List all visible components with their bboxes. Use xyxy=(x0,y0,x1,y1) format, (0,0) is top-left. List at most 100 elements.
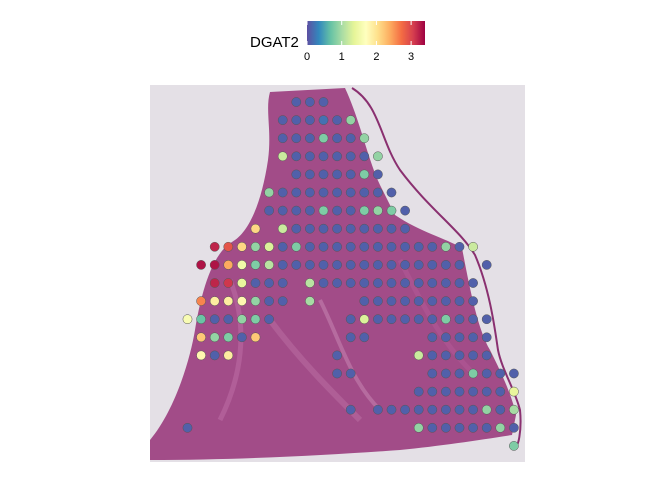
expression-spot xyxy=(373,151,383,162)
legend-tick-label: 0 xyxy=(303,51,311,63)
tissue-streak xyxy=(318,299,382,412)
legend-title: DGAT2 xyxy=(250,34,299,51)
expression-spot xyxy=(413,404,424,415)
expression-spot xyxy=(277,151,288,162)
expression-spot xyxy=(468,350,478,361)
expression-spot xyxy=(250,223,261,234)
expression-spot xyxy=(359,169,370,180)
expression-spot xyxy=(291,187,302,198)
expression-spot xyxy=(277,223,288,234)
expression-spot xyxy=(386,296,397,306)
expression-spot xyxy=(400,260,410,270)
expression-spot xyxy=(509,368,519,379)
expression-spot xyxy=(495,368,506,379)
expression-spot xyxy=(400,223,410,234)
expression-spot xyxy=(427,332,438,343)
expression-spot xyxy=(277,241,288,252)
expression-spot xyxy=(332,241,342,252)
expression-spot xyxy=(441,332,451,343)
expression-spot xyxy=(373,205,383,216)
expression-spot xyxy=(291,115,302,125)
expression-spot xyxy=(345,260,356,270)
expression-spot xyxy=(427,314,438,325)
expression-spot xyxy=(223,314,234,325)
expression-spot xyxy=(318,115,329,125)
expression-spot xyxy=(196,332,206,343)
expression-spot xyxy=(441,350,451,361)
expression-spot xyxy=(264,260,274,270)
expression-spot xyxy=(359,223,370,234)
expression-spot xyxy=(345,205,356,216)
expression-spot xyxy=(441,314,451,325)
expression-spot xyxy=(277,133,288,144)
expression-spot xyxy=(454,350,465,361)
expression-spot xyxy=(209,296,220,306)
expression-spot xyxy=(223,260,234,270)
expression-spot xyxy=(386,314,397,325)
expression-spot xyxy=(413,260,424,270)
expression-spot xyxy=(427,404,438,415)
expression-spot xyxy=(345,187,356,198)
expression-spot xyxy=(481,260,492,270)
expression-spot xyxy=(332,187,342,198)
expression-spot xyxy=(318,151,329,162)
expression-spot xyxy=(264,314,274,325)
expression-spot xyxy=(291,241,302,252)
expression-spot xyxy=(332,350,342,361)
expression-spot xyxy=(332,151,342,162)
expression-spot xyxy=(400,296,410,306)
legend-colorbar xyxy=(307,21,425,45)
expression-spot xyxy=(332,133,342,144)
expression-spot xyxy=(468,314,478,325)
legend-tick-label: 1 xyxy=(338,51,345,63)
expression-spot xyxy=(223,350,234,361)
expression-spot xyxy=(509,422,519,433)
expression-spot xyxy=(318,133,329,144)
expression-spot xyxy=(237,332,247,343)
expression-spot xyxy=(305,223,315,234)
expression-spot xyxy=(305,296,315,306)
expression-spot xyxy=(277,187,288,198)
expression-spot xyxy=(209,241,220,252)
expression-spot xyxy=(209,260,220,270)
expression-spot xyxy=(250,314,261,325)
expression-spot xyxy=(386,187,397,198)
expression-spot xyxy=(468,404,478,415)
expression-spot xyxy=(359,278,370,288)
expression-spot xyxy=(345,169,356,180)
expression-spot xyxy=(305,278,315,288)
expression-spot xyxy=(305,133,315,144)
expression-spot xyxy=(386,260,397,270)
expression-spot xyxy=(332,205,342,216)
expression-spot xyxy=(481,332,492,343)
expression-spot xyxy=(345,368,356,379)
expression-spot xyxy=(468,386,478,397)
expression-spot xyxy=(291,260,302,270)
tissue-streak xyxy=(217,279,244,422)
expression-spot xyxy=(413,422,424,433)
expression-spot xyxy=(373,260,383,270)
expression-spot xyxy=(413,350,424,361)
expression-spot xyxy=(291,151,302,162)
expression-spot xyxy=(413,386,424,397)
expression-spot xyxy=(373,278,383,288)
expression-spot xyxy=(481,404,492,415)
expression-spot xyxy=(209,350,220,361)
expression-spot xyxy=(318,187,329,198)
expression-spot xyxy=(481,350,492,361)
expression-spot xyxy=(454,296,465,306)
expression-spot xyxy=(305,169,315,180)
expression-spot xyxy=(413,314,424,325)
expression-spot xyxy=(509,441,519,451)
expression-spot xyxy=(359,260,370,270)
expression-spot xyxy=(250,241,261,252)
expression-spot xyxy=(454,404,465,415)
expression-spot xyxy=(250,296,261,306)
expression-spot xyxy=(318,278,329,288)
expression-spot xyxy=(427,241,438,252)
expression-spot xyxy=(441,241,451,252)
expression-spot xyxy=(359,241,370,252)
legend-tick-label: 3 xyxy=(408,51,415,63)
expression-spot xyxy=(386,404,397,415)
